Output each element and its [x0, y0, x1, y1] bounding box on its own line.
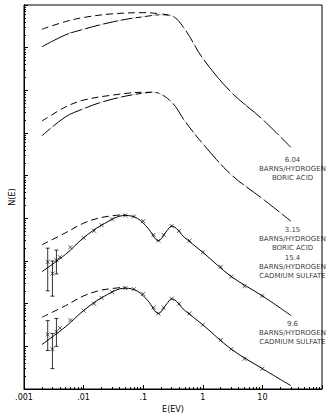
svg-text:10: 10: [257, 393, 267, 402]
svg-text:15.4: 15.4: [285, 254, 301, 262]
svg-text:BORIC ACID: BORIC ACID: [272, 174, 313, 182]
svg-text:BARNS/HYDROGEN: BARNS/HYDROGEN: [259, 263, 326, 271]
svg-text:9.6: 9.6: [287, 320, 299, 328]
svg-text:1: 1: [200, 393, 205, 402]
svg-text:.001: .001: [15, 393, 33, 402]
svg-text:.01: .01: [77, 393, 90, 402]
svg-text:CADMIUM SULFATE: CADMIUM SULFATE: [259, 272, 325, 280]
svg-text:6.04: 6.04: [285, 156, 301, 164]
svg-text:CADMIUM SULFATE: CADMIUM SULFATE: [259, 338, 325, 346]
svg-text:.1: .1: [139, 393, 147, 402]
svg-text:BORIC ACID: BORIC ACID: [272, 244, 313, 252]
svg-text:BARNS/HYDROGEN: BARNS/HYDROGEN: [259, 235, 326, 243]
svg-text:BARNS/HYDROGEN: BARNS/HYDROGEN: [259, 329, 326, 337]
svg-text:BARNS/HYDROGEN: BARNS/HYDROGEN: [259, 165, 326, 173]
svg-text:3.15: 3.15: [285, 226, 301, 234]
svg-text:E(EV): E(EV): [162, 405, 184, 414]
svg-text:N(E): N(E): [8, 188, 17, 205]
